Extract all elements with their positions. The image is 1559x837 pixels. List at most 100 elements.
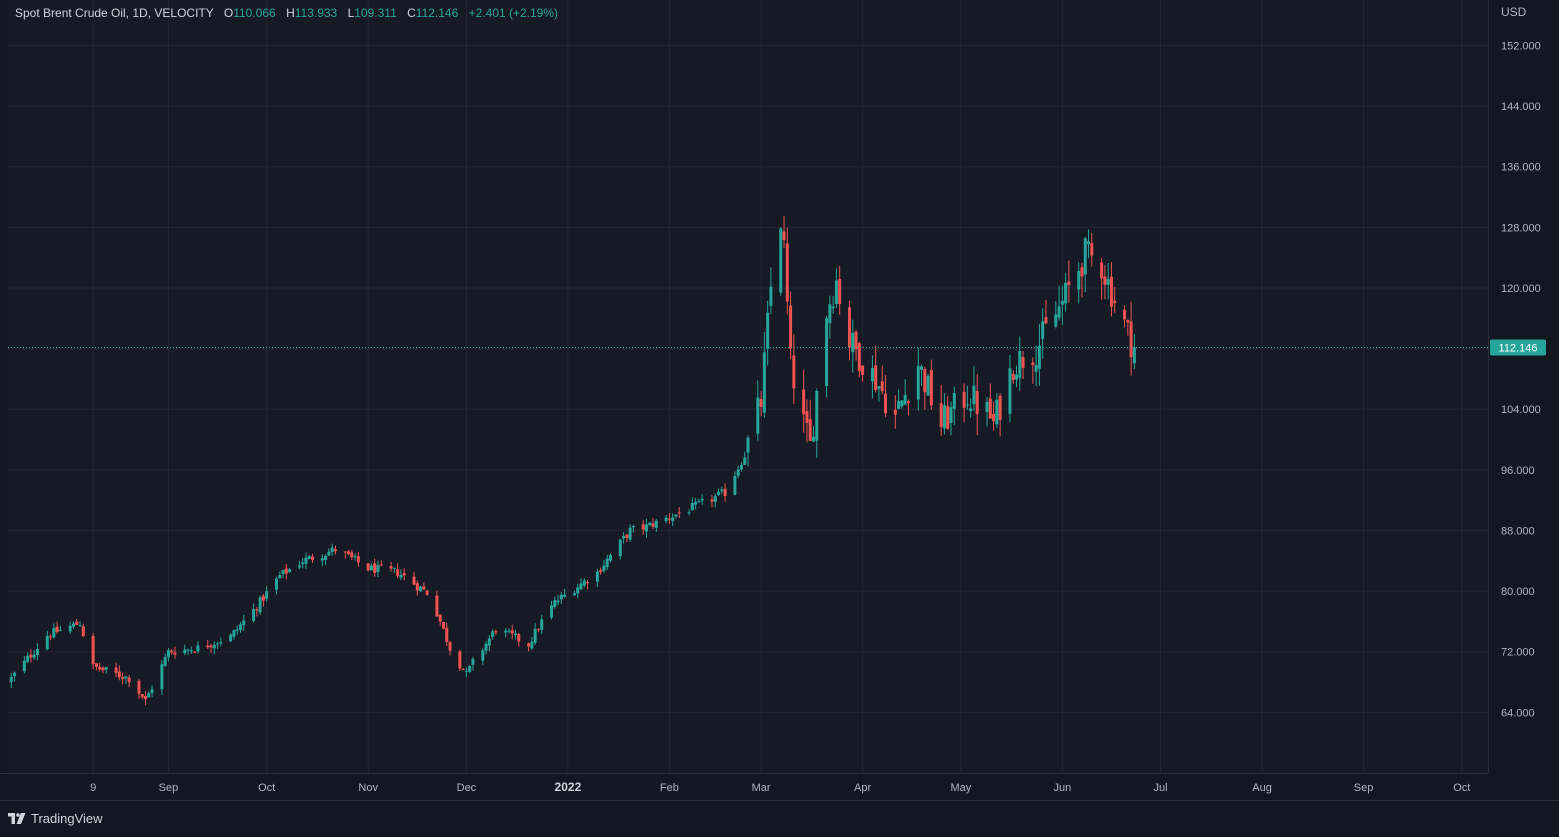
candle[interactable] <box>366 563 370 572</box>
candle[interactable] <box>723 483 727 502</box>
candle[interactable] <box>399 569 403 581</box>
candle[interactable] <box>811 426 815 443</box>
candle[interactable] <box>389 561 393 572</box>
candle[interactable] <box>550 600 554 620</box>
candle[interactable] <box>815 388 819 459</box>
candle[interactable] <box>379 560 383 567</box>
candle[interactable] <box>464 667 468 678</box>
candle[interactable] <box>438 614 442 626</box>
candle[interactable] <box>415 580 419 596</box>
candle[interactable] <box>301 557 305 569</box>
candle[interactable] <box>396 563 400 579</box>
candle[interactable] <box>353 553 357 561</box>
candle[interactable] <box>1044 299 1048 325</box>
candle[interactable] <box>9 672 13 689</box>
candle[interactable] <box>1123 305 1127 328</box>
candle[interactable] <box>838 266 842 315</box>
candle[interactable] <box>255 606 259 617</box>
candle[interactable] <box>1037 323 1041 386</box>
candle[interactable] <box>972 365 976 412</box>
candle[interactable] <box>664 514 668 524</box>
candle[interactable] <box>949 401 953 436</box>
chart-legend[interactable]: Spot Brent Crude Oil, 1D, VELOCITY O110.… <box>15 6 558 20</box>
candle[interactable] <box>144 691 148 706</box>
candle[interactable] <box>540 614 544 634</box>
candle[interactable] <box>347 549 351 556</box>
candle[interactable] <box>170 649 174 655</box>
candle[interactable] <box>861 365 865 382</box>
candle[interactable] <box>1087 229 1091 259</box>
price-tick-label[interactable]: 120.000 <box>1501 283 1541 295</box>
candle[interactable] <box>998 393 1002 437</box>
candle[interactable] <box>920 364 924 386</box>
time-tick-label[interactable]: Oct <box>1453 782 1470 794</box>
candle[interactable] <box>75 619 79 626</box>
candle[interactable] <box>602 560 606 573</box>
candle[interactable] <box>311 553 315 563</box>
candle[interactable] <box>700 494 704 505</box>
candle[interactable] <box>55 621 59 634</box>
candle[interactable] <box>667 512 671 524</box>
time-tick-label[interactable]: Mar <box>752 782 771 794</box>
candle[interactable] <box>628 524 632 543</box>
candle[interactable] <box>995 393 999 428</box>
candle[interactable] <box>448 640 452 656</box>
candle[interactable] <box>419 585 423 592</box>
candle[interactable] <box>212 641 216 655</box>
candle[interactable] <box>229 633 233 643</box>
candle[interactable] <box>874 345 878 393</box>
price-tick-label[interactable]: 96.000 <box>1501 465 1535 477</box>
candle[interactable] <box>517 632 521 647</box>
candle[interactable] <box>320 554 324 567</box>
candle[interactable] <box>900 400 904 409</box>
candle[interactable] <box>1054 301 1058 329</box>
candle[interactable] <box>527 642 531 652</box>
candle[interactable] <box>265 586 269 602</box>
candle[interactable] <box>481 648 485 665</box>
candle[interactable] <box>435 590 439 617</box>
candle[interactable] <box>330 543 334 556</box>
candle[interactable] <box>484 640 488 655</box>
candle[interactable] <box>805 399 809 443</box>
candle[interactable] <box>281 569 285 579</box>
candle[interactable] <box>68 621 72 635</box>
candle[interactable] <box>857 341 861 378</box>
price-tick-label[interactable]: 104.000 <box>1501 404 1541 416</box>
candle[interactable] <box>22 656 26 674</box>
candle[interactable] <box>104 667 108 674</box>
price-tick-label[interactable]: 64.000 <box>1501 707 1535 719</box>
price-tick-label[interactable]: 152.000 <box>1501 40 1541 52</box>
candle[interactable] <box>261 593 265 607</box>
candle[interactable] <box>897 389 901 410</box>
candle[interactable] <box>304 552 308 569</box>
candle[interactable] <box>376 560 380 577</box>
candle[interactable] <box>739 462 743 472</box>
candle[interactable] <box>677 507 681 519</box>
candle[interactable] <box>307 555 311 560</box>
last-price-badge[interactable] <box>1490 339 1546 356</box>
candle[interactable] <box>274 576 278 595</box>
candle[interactable] <box>350 549 354 561</box>
candle[interactable] <box>975 374 979 436</box>
candle[interactable] <box>219 637 223 647</box>
candle[interactable] <box>929 359 933 410</box>
candle[interactable] <box>1021 351 1025 380</box>
candle[interactable] <box>694 497 698 510</box>
candle[interactable] <box>769 267 773 315</box>
candle[interactable] <box>327 548 331 556</box>
currency-label[interactable]: USD <box>1501 5 1527 19</box>
candle[interactable] <box>618 538 622 560</box>
candle[interactable] <box>1083 236 1087 293</box>
candle[interactable] <box>671 513 675 527</box>
candle[interactable] <box>1132 333 1136 369</box>
candle[interactable] <box>1113 286 1117 313</box>
candle[interactable] <box>1014 365 1018 387</box>
candle[interactable] <box>147 691 151 698</box>
candle[interactable] <box>559 592 563 604</box>
candle[interactable] <box>173 646 177 659</box>
candle[interactable] <box>631 524 635 533</box>
candle[interactable] <box>58 625 62 632</box>
candle[interactable] <box>870 355 874 399</box>
candle[interactable] <box>553 596 557 609</box>
candle[interactable] <box>1057 285 1061 321</box>
